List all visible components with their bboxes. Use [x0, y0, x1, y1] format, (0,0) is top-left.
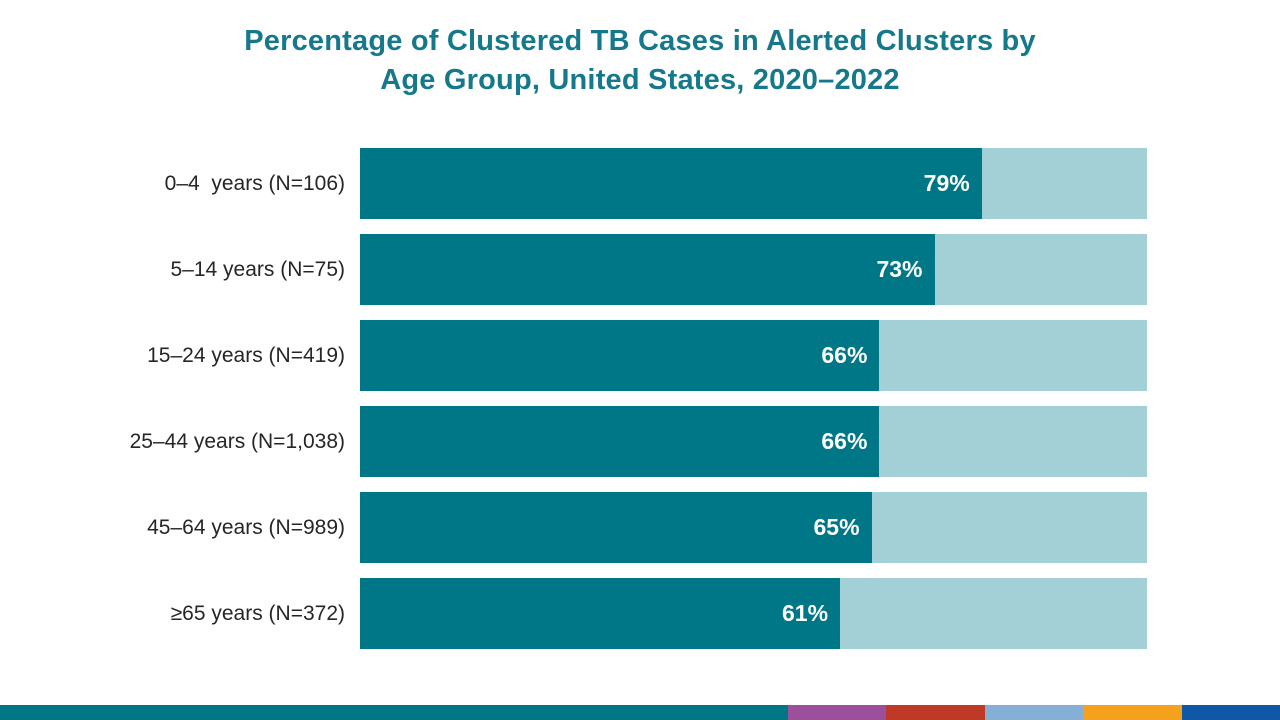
footer-band-light-blue — [984, 705, 1083, 720]
bar-value-label: 65% — [813, 514, 860, 540]
bar-value-label: 66% — [821, 342, 868, 368]
bar-track: 66% — [360, 406, 1147, 477]
bar-value-label: 79% — [923, 170, 970, 196]
bar-fill: 61% — [360, 578, 841, 649]
bar-track: 66% — [360, 320, 1147, 391]
bar-fill: 66% — [360, 406, 880, 477]
category-label: 5–14 years (N=75) — [170, 257, 345, 281]
category-label: 25–44 years (N=1,038) — [129, 429, 345, 453]
bar-row: 25–44 years (N=1,038) 66% — [0, 406, 1147, 477]
bar-row: ≥65 years (N=372) 61% — [0, 578, 1147, 649]
footer-band-navy — [1181, 705, 1280, 720]
bar-value-label: 61% — [782, 600, 829, 626]
bar-fill: 66% — [360, 320, 880, 391]
bar-track: 61% — [360, 578, 1147, 649]
category-label: 15–24 years (N=419) — [147, 343, 345, 367]
bar-row: 45–64 years (N=989) 65% — [0, 492, 1147, 563]
bar-track: 79% — [360, 148, 1147, 219]
footer-band-red — [886, 705, 985, 720]
chart-title-line1: Percentage of Clustered TB Cases in Aler… — [244, 25, 1036, 57]
bar-track: 65% — [360, 492, 1147, 563]
category-label: 0–4 years (N=106) — [164, 171, 345, 195]
bar-fill: 65% — [360, 492, 872, 563]
bar-value-label: 73% — [876, 256, 923, 282]
category-label: 45–64 years (N=989) — [147, 515, 345, 539]
footer-color-band — [0, 705, 1280, 720]
bar-row: 5–14 years (N=75) 73% — [0, 234, 1147, 305]
bar-value-label: 66% — [821, 428, 868, 454]
chart-title: Percentage of Clustered TB Cases in Aler… — [0, 22, 1280, 100]
bar-fill: 79% — [360, 148, 982, 219]
bar-track: 73% — [360, 234, 1147, 305]
footer-band-orange — [1083, 705, 1182, 720]
bar-fill: 73% — [360, 234, 935, 305]
chart-title-line2: Age Group, United States, 2020–2022 — [380, 64, 900, 96]
footer-band-teal — [0, 705, 788, 720]
category-label: ≥65 years (N=372) — [170, 601, 345, 625]
footer-band-purple — [787, 705, 886, 720]
bar-chart: 0–4 years (N=106) 79% 5–14 years (N=75) … — [0, 148, 1147, 649]
bar-row: 15–24 years (N=419) 66% — [0, 320, 1147, 391]
bar-row: 0–4 years (N=106) 79% — [0, 148, 1147, 219]
